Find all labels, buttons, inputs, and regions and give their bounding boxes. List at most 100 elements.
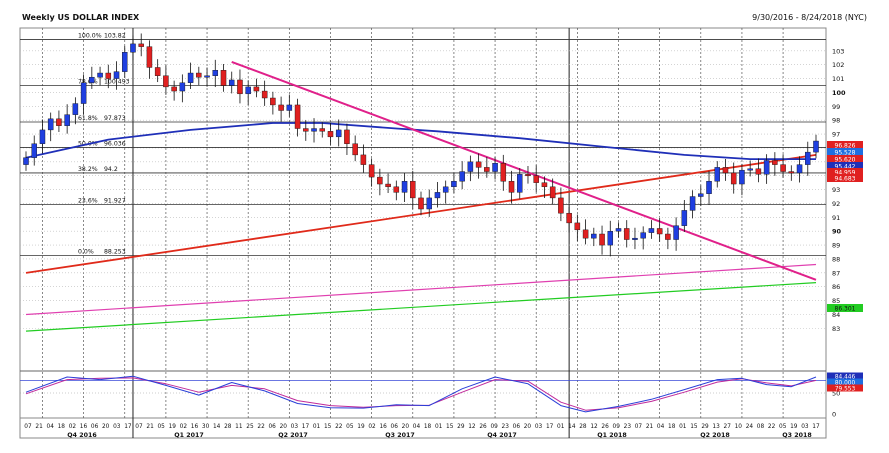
price-badge: [827, 148, 863, 156]
candle-body: [327, 131, 334, 138]
candle-body: [105, 72, 112, 79]
candle-body: [582, 229, 589, 239]
candle-body: [245, 86, 251, 95]
x-tick-label: 07: [24, 424, 32, 430]
candle-body: [253, 86, 260, 92]
x-tick-label: 05: [157, 424, 165, 430]
quarter-label: Q3 2017: [385, 432, 414, 439]
candle-body: [311, 128, 317, 132]
candle-body: [80, 82, 87, 104]
x-tick-label: 17: [812, 424, 820, 430]
x-tick-label: 12: [468, 424, 476, 430]
candle-body: [146, 46, 153, 68]
chart-title: Weekly US DOLLAR INDEX: [22, 13, 140, 22]
plot-frame: [19, 27, 827, 439]
price-badge: [827, 155, 863, 163]
candle-body: [113, 71, 120, 79]
candle-body: [294, 104, 301, 129]
price-badge: [827, 141, 863, 149]
candle-body: [39, 129, 46, 144]
candle-body: [31, 143, 37, 158]
candle-body: [698, 193, 704, 197]
candle-body: [508, 181, 515, 193]
candle-body: [673, 225, 679, 240]
x-tick-label: 02: [180, 424, 188, 430]
candle-body: [648, 228, 655, 233]
fib-level-percent: 38.2%: [78, 166, 98, 173]
price-badge: [827, 174, 863, 182]
y-tick-label: 83: [832, 325, 840, 333]
candle-body: [261, 90, 268, 99]
x-tick-label: 21: [646, 424, 654, 430]
price-badge: [827, 162, 863, 170]
downtrend-line: [231, 60, 817, 281]
x-tick-label: 14: [568, 424, 576, 430]
candle-body: [434, 192, 441, 199]
stochastic-k-line: [25, 375, 817, 413]
x-tick-label: 04: [413, 424, 421, 430]
quarter-label: Q1 2018: [597, 432, 626, 439]
grid-layer: [19, 27, 827, 439]
candle-body: [171, 86, 177, 92]
stochastic-badge-label: 80.000: [835, 381, 856, 387]
candle-body: [607, 231, 614, 246]
candle-body: [813, 140, 819, 153]
candle-body: [689, 196, 696, 211]
candle-body: [805, 151, 811, 165]
candle-body: [410, 181, 416, 199]
fib-level-percent: 23.6%: [78, 197, 98, 204]
x-tick-label: 04: [657, 424, 665, 430]
candle-body: [780, 164, 786, 172]
price-badge-label: 94.959: [835, 170, 856, 177]
x-tick-label: 18: [424, 424, 432, 430]
channel-pink-line: [25, 263, 817, 316]
axis-layer: 1031021011009998979695949392919089888786…: [24, 47, 846, 439]
x-tick-label: 01: [557, 424, 565, 430]
candle-body: [344, 129, 350, 144]
candle-body: [615, 228, 622, 232]
candle-body: [533, 175, 539, 183]
y-tick-label: 103: [832, 47, 844, 55]
x-tick-label: 09: [490, 424, 498, 430]
x-tick-label: 28: [579, 424, 587, 430]
x-tick-label: 01: [435, 424, 443, 430]
y-tick-label: 84: [832, 311, 840, 319]
candle-body: [574, 222, 581, 231]
x-tick-label: 23: [502, 424, 510, 430]
fib-level-value: 94.2: [104, 166, 118, 173]
x-tick-label: 19: [790, 424, 798, 430]
x-tick-label: 15: [324, 424, 332, 430]
candle-body: [47, 118, 54, 131]
y-tick-label: 99: [832, 103, 840, 111]
candle-body: [23, 157, 29, 165]
fib-level-percent: 0.0%: [78, 248, 94, 255]
x-tick-label: 21: [146, 424, 154, 430]
x-tick-label: 16: [379, 424, 387, 430]
candle-body: [187, 72, 194, 83]
x-tick-label: 15: [446, 424, 454, 430]
candle-body: [525, 174, 531, 177]
candle-body: [335, 129, 342, 138]
x-tick-label: 18: [58, 424, 66, 430]
x-tick-label: 22: [257, 424, 265, 430]
candle-body: [228, 79, 235, 86]
x-tick-label: 04: [47, 424, 55, 430]
candle-body: [360, 154, 367, 165]
candle-body: [442, 186, 449, 193]
candle-body: [763, 160, 770, 175]
x-tick-label: 30: [202, 424, 210, 430]
price-badge-label: 95.620: [835, 157, 856, 164]
stochastic-y-tick-label: 50: [832, 390, 840, 398]
candle-body: [475, 161, 482, 168]
x-tick-label: 20: [402, 424, 410, 430]
candle-body: [599, 233, 605, 246]
candle-body: [747, 168, 753, 171]
chart-date-range: 9/30/2016 - 8/24/2018 (NYC): [752, 13, 867, 22]
candle-body: [772, 160, 778, 165]
x-tick-label: 13: [712, 424, 720, 430]
x-tick-label: 20: [524, 424, 532, 430]
candle-body: [681, 210, 688, 226]
